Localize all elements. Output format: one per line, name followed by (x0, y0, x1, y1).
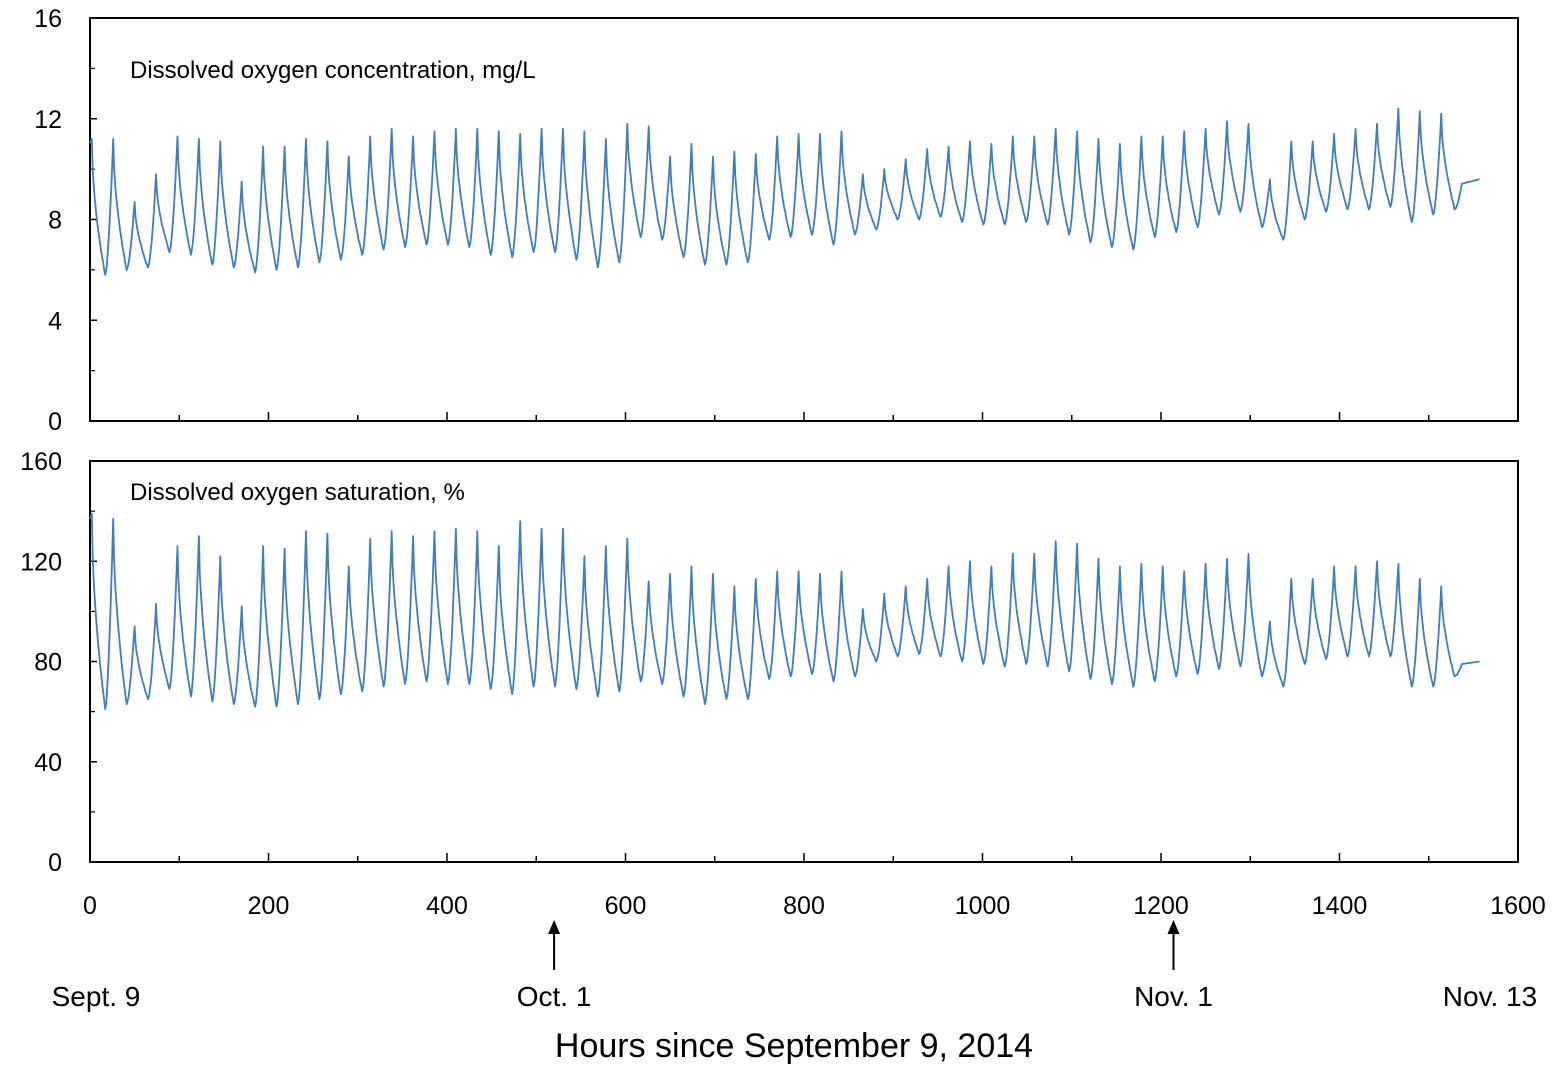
date-label: Oct. 1 (517, 981, 592, 1012)
series-line-saturation (89, 512, 1480, 710)
y-tick-label: 160 (20, 448, 62, 476)
x-tick-label: 1600 (1490, 892, 1546, 920)
date-arrow-head (548, 920, 561, 934)
y-tick-label: 12 (34, 106, 62, 134)
date-label: Sept. 9 (52, 981, 141, 1012)
date-arrow-head (1167, 920, 1180, 934)
date-label: Nov. 13 (1443, 981, 1537, 1012)
y-tick-label: 8 (48, 207, 62, 235)
x-tick-label: 1400 (1312, 892, 1368, 920)
y-axis-saturation: 0 40 80 120 160 (20, 448, 97, 877)
panel-annotation-saturation: Dissolved oxygen saturation, % (130, 479, 465, 506)
x-tick-label: 600 (605, 892, 647, 920)
x-axis: 0 200 400 600 800 1000 1200 1400 1600 (83, 853, 1546, 920)
y-axis-concentration: 0 4 8 12 16 (34, 5, 97, 436)
y-tick-label: 16 (34, 5, 62, 33)
x-axis-title: Hours since September 9, 2014 (555, 1027, 1033, 1065)
y-tick-label: 120 (20, 548, 62, 576)
panel-annotation-concentration: Dissolved oxygen concentration, mg/L (130, 57, 536, 84)
x-tick-label: 1000 (955, 892, 1011, 920)
x-tick-label: 800 (783, 892, 825, 920)
date-label: Nov. 1 (1134, 981, 1213, 1012)
x-tick-label: 200 (248, 892, 290, 920)
panel-saturation: 0 40 80 120 160 0 200 400 600 800 1000 1200 1400 160… (20, 448, 1546, 920)
y-tick-label: 0 (48, 849, 62, 877)
y-tick-label: 4 (48, 307, 62, 335)
date-markers: Sept. 9 Oct. 1 Nov. 1 Nov. 13 (52, 920, 1537, 1012)
y-tick-label: 40 (34, 749, 62, 777)
y-tick-label: 80 (34, 649, 62, 677)
x-tick-label: 0 (83, 892, 97, 920)
y-tick-label: 0 (48, 408, 62, 436)
series-line-concentration (89, 107, 1480, 276)
x-tick-label: 1200 (1133, 892, 1189, 920)
panel-concentration: 0 4 8 12 16 Dissolved oxygen concentration, … (34, 5, 1519, 436)
x-tick-label: 400 (426, 892, 468, 920)
x-ticks-concentration (89, 412, 1519, 421)
